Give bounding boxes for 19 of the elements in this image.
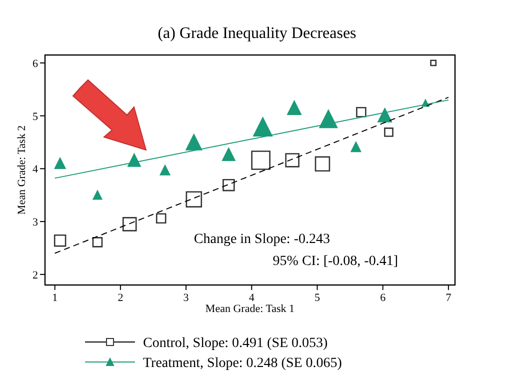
x-tick-label: 6: [380, 292, 386, 304]
x-tick-label: 1: [52, 292, 58, 304]
legend-label: Control, Slope: 0.491 (SE 0.053): [143, 336, 328, 351]
chart-title: (a) Grade Inequality Decreases: [158, 25, 356, 42]
x-tick-label: 5: [314, 292, 320, 304]
legend-label: Treatment, Slope: 0.248 (SE 0.065): [143, 356, 342, 371]
x-axis-title: Mean Grade: Task 1: [205, 303, 295, 315]
y-axis-title: Mean Grade: Task 2: [16, 125, 28, 215]
y-tick-label: 5: [32, 110, 38, 123]
x-tick-label: 4: [248, 292, 255, 304]
annotation: Change in Slope: -0.243: [194, 232, 330, 247]
y-tick-label: 4: [32, 164, 38, 176]
y-tick-label: 6: [32, 58, 38, 70]
y-tick-label: 2: [32, 269, 38, 282]
x-tick-label: 2: [118, 292, 124, 304]
x-tick-label: 7: [446, 292, 452, 304]
y-tick-label: 3: [32, 216, 38, 229]
annotation: 95% CI: [-0.08, -0.41]: [272, 254, 398, 269]
x-tick-label: 3: [183, 292, 190, 304]
